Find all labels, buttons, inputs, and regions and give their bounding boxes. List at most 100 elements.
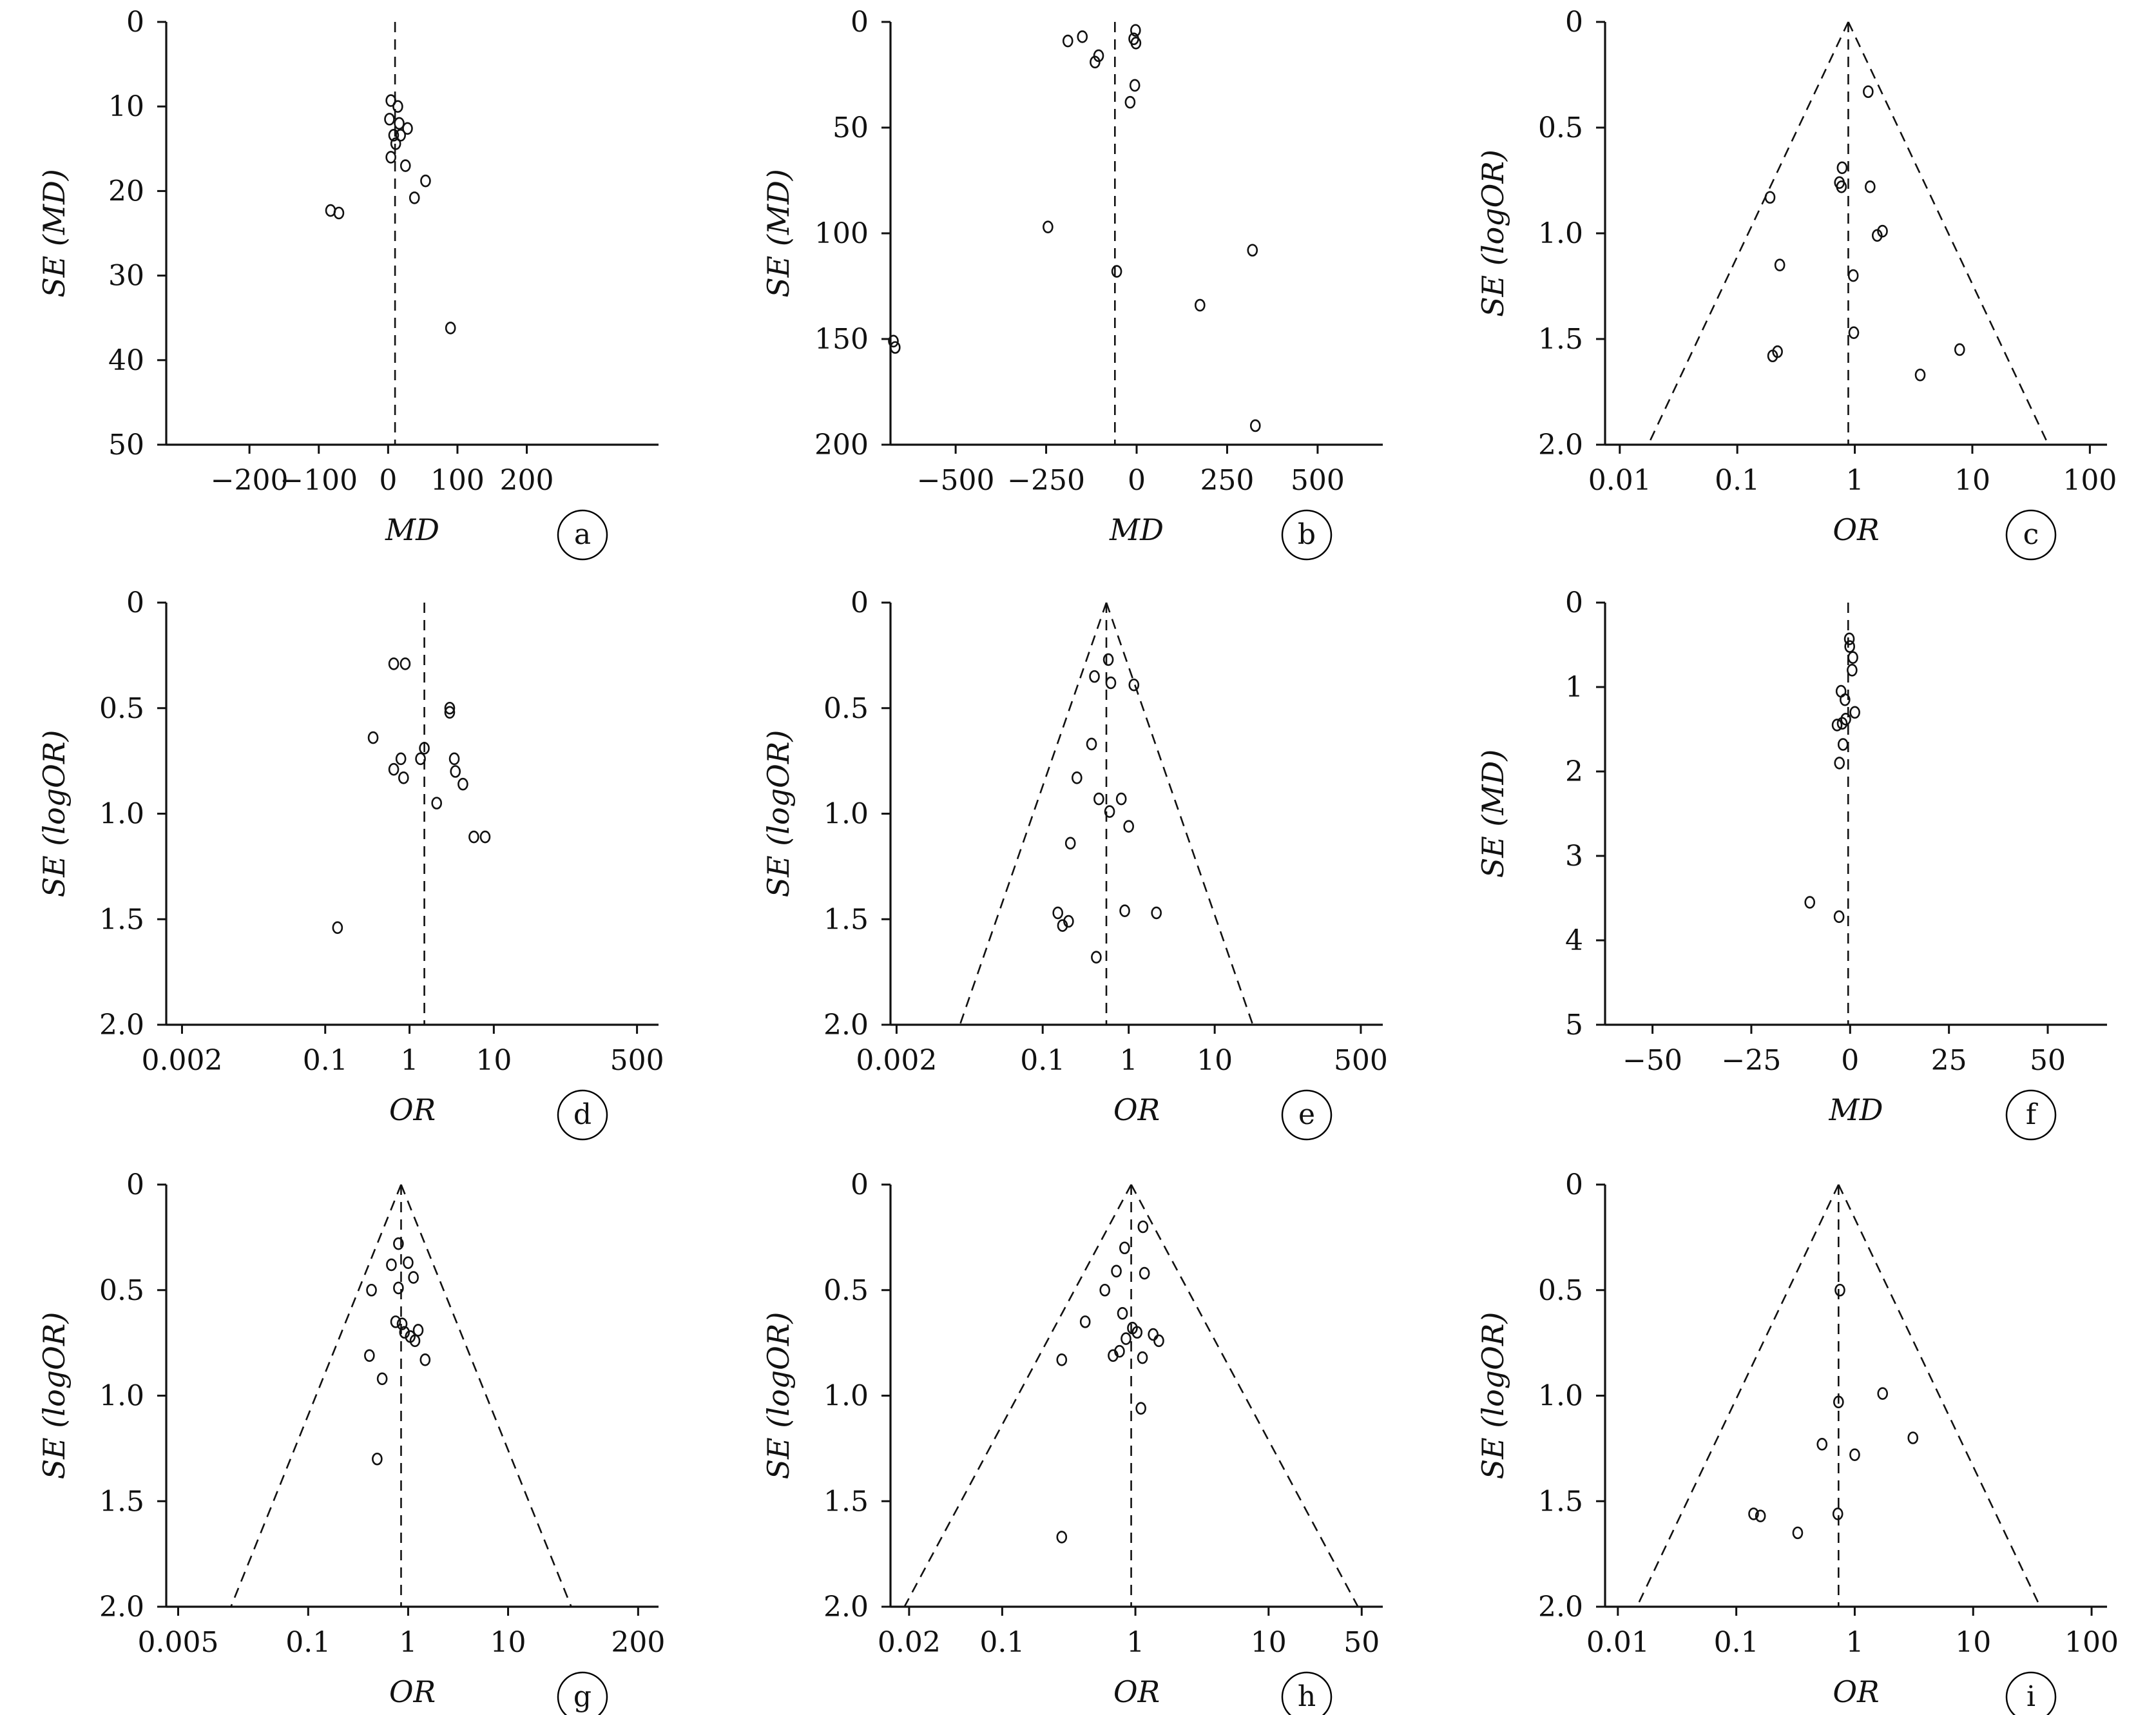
study-point <box>1877 1387 1889 1400</box>
y-tick-label: 2.0 <box>1538 429 1583 461</box>
study-point <box>390 1315 401 1328</box>
y-axis-title: SE (MD) <box>1476 750 1510 878</box>
study-point <box>390 137 401 150</box>
study-point <box>448 752 460 766</box>
y-axis-title: SE (logOR) <box>1476 150 1510 317</box>
funnel-limit-right <box>400 1184 572 1607</box>
y-tick-label: 10 <box>108 90 144 123</box>
study-point <box>1123 820 1134 833</box>
study-point <box>1833 1395 1844 1409</box>
x-tick-label: 10 <box>1954 464 1990 497</box>
y-tick-label: 1.5 <box>99 903 144 936</box>
study-point <box>1832 1507 1843 1520</box>
study-point <box>1131 1326 1143 1339</box>
study-point <box>333 206 345 220</box>
study-point <box>396 1317 408 1330</box>
x-axis-title: OR <box>1113 1674 1160 1709</box>
x-tick-label: 0.1 <box>1714 1626 1759 1659</box>
x-tick-label: −200 <box>211 464 289 497</box>
y-axis-title: SE (logOR) <box>1476 1312 1510 1480</box>
study-point <box>1863 85 1874 99</box>
y-tick-label: 0 <box>1565 6 1583 39</box>
x-tick-label: 10 <box>490 1626 526 1659</box>
y-axis-title: SE (logOR) <box>761 730 796 898</box>
study-point <box>431 797 442 809</box>
y-tick-label: 150 <box>814 323 869 356</box>
y-tick-label: 1.0 <box>823 1380 869 1413</box>
x-tick-label: 100 <box>430 464 485 497</box>
x-tick-label: −50 <box>1622 1044 1682 1077</box>
study-point <box>1767 349 1778 363</box>
study-point <box>1877 224 1888 238</box>
x-tick-label: 0.1 <box>1715 464 1760 497</box>
y-tick-label: 100 <box>814 217 869 250</box>
study-point <box>445 322 456 334</box>
study-point <box>1849 1448 1860 1461</box>
study-point <box>332 921 343 935</box>
study-point <box>1119 904 1130 917</box>
study-point <box>1079 1315 1091 1328</box>
study-point <box>394 117 405 130</box>
study-point <box>1153 1334 1164 1348</box>
funnel-limit-right <box>1838 1184 2041 1607</box>
study-point <box>1954 343 1965 356</box>
study-point <box>1249 419 1261 432</box>
study-point <box>1129 79 1141 92</box>
funnel-plot-g: 0 0.5 1.0 1.5 2.00.005 0.1 1 10 200 OR SE (logOR) g <box>37 1168 665 1715</box>
y-axis-title: SE (logOR) <box>37 730 72 898</box>
study-point <box>408 1271 419 1284</box>
study-point <box>1816 1438 1828 1451</box>
x-tick-label: 250 <box>1200 464 1254 497</box>
study-point <box>367 731 379 744</box>
x-tick-label: 0 <box>1128 464 1146 497</box>
study-point <box>399 657 411 670</box>
panel-label-circle <box>2005 509 2057 561</box>
panel-letter: a <box>574 518 591 551</box>
panel-label-circle <box>1281 1671 1333 1715</box>
study-point <box>419 742 430 755</box>
x-axis-title: MD <box>385 512 439 547</box>
study-point <box>1111 1264 1122 1278</box>
study-point <box>1148 1328 1159 1341</box>
x-axis-title: OR <box>389 1674 436 1709</box>
panel-label-circle <box>1281 509 1333 561</box>
study-point <box>403 1256 414 1269</box>
funnel-plot-f: 0 1 2 3 4 5 −50 −25 0 25 50 MD SE (MD) f <box>1476 586 2107 1141</box>
study-point <box>1844 640 1855 653</box>
y-tick-label: 0.5 <box>1538 1274 1583 1307</box>
y-tick-label: 1.0 <box>823 798 869 831</box>
study-point <box>1137 1220 1149 1234</box>
study-point <box>1091 951 1102 964</box>
y-tick-label: 1.0 <box>1538 1380 1583 1413</box>
study-point <box>1871 229 1883 242</box>
study-point <box>1089 670 1100 683</box>
funnel-limit-left <box>959 602 1108 1025</box>
study-point <box>386 1258 397 1272</box>
x-tick-label: 0.01 <box>1586 1626 1650 1659</box>
panel-label-circle <box>2005 1671 2057 1715</box>
y-tick-label: 1.5 <box>1538 323 1583 356</box>
study-point <box>1111 265 1122 278</box>
y-tick-label: 1.0 <box>99 798 144 831</box>
funnel-limit-left <box>903 1184 1132 1607</box>
study-point <box>388 129 399 142</box>
study-point <box>1052 906 1064 920</box>
study-point <box>1102 653 1114 666</box>
y-tick-label: 0.5 <box>823 692 869 725</box>
study-point <box>1062 34 1073 48</box>
study-point <box>1072 771 1083 784</box>
study-point <box>1056 1353 1068 1366</box>
study-point <box>364 1349 375 1362</box>
y-tick-label: 5 <box>1565 1009 1583 1042</box>
study-point <box>1804 896 1816 909</box>
study-point <box>890 341 901 354</box>
y-tick-label: 4 <box>1565 924 1583 957</box>
study-point <box>1836 717 1848 730</box>
study-point <box>419 1353 431 1366</box>
study-point <box>1117 1306 1128 1320</box>
x-tick-label: −250 <box>1007 464 1085 497</box>
y-tick-label: 0 <box>851 1168 869 1201</box>
study-point <box>1836 180 1847 193</box>
study-point <box>444 701 456 715</box>
y-tick-label: 0 <box>1565 586 1583 619</box>
